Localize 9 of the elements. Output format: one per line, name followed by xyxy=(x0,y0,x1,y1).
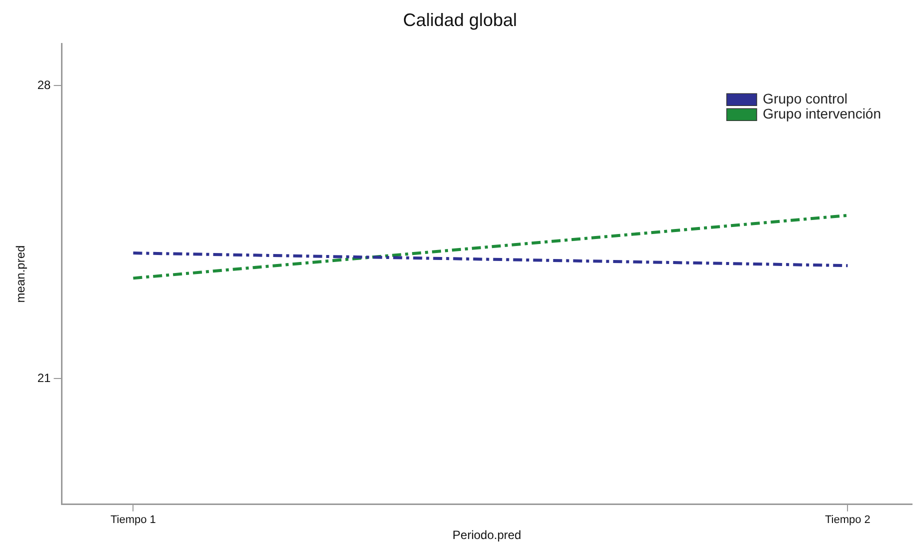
x-axis-title: Periodo.pred xyxy=(452,528,522,542)
y-tick-label: 21 xyxy=(37,371,52,386)
legend-label: Grupo intervención xyxy=(762,105,882,122)
y-axis-title: mean.pred xyxy=(14,245,28,303)
y-tick-label: 28 xyxy=(37,78,52,92)
legend-label: Grupo control xyxy=(762,90,848,106)
x-tick-label: Tiempo 1 xyxy=(110,514,156,526)
chart-title: Calidad global xyxy=(402,10,518,30)
x-tick-label: Tiempo 2 xyxy=(824,514,870,526)
